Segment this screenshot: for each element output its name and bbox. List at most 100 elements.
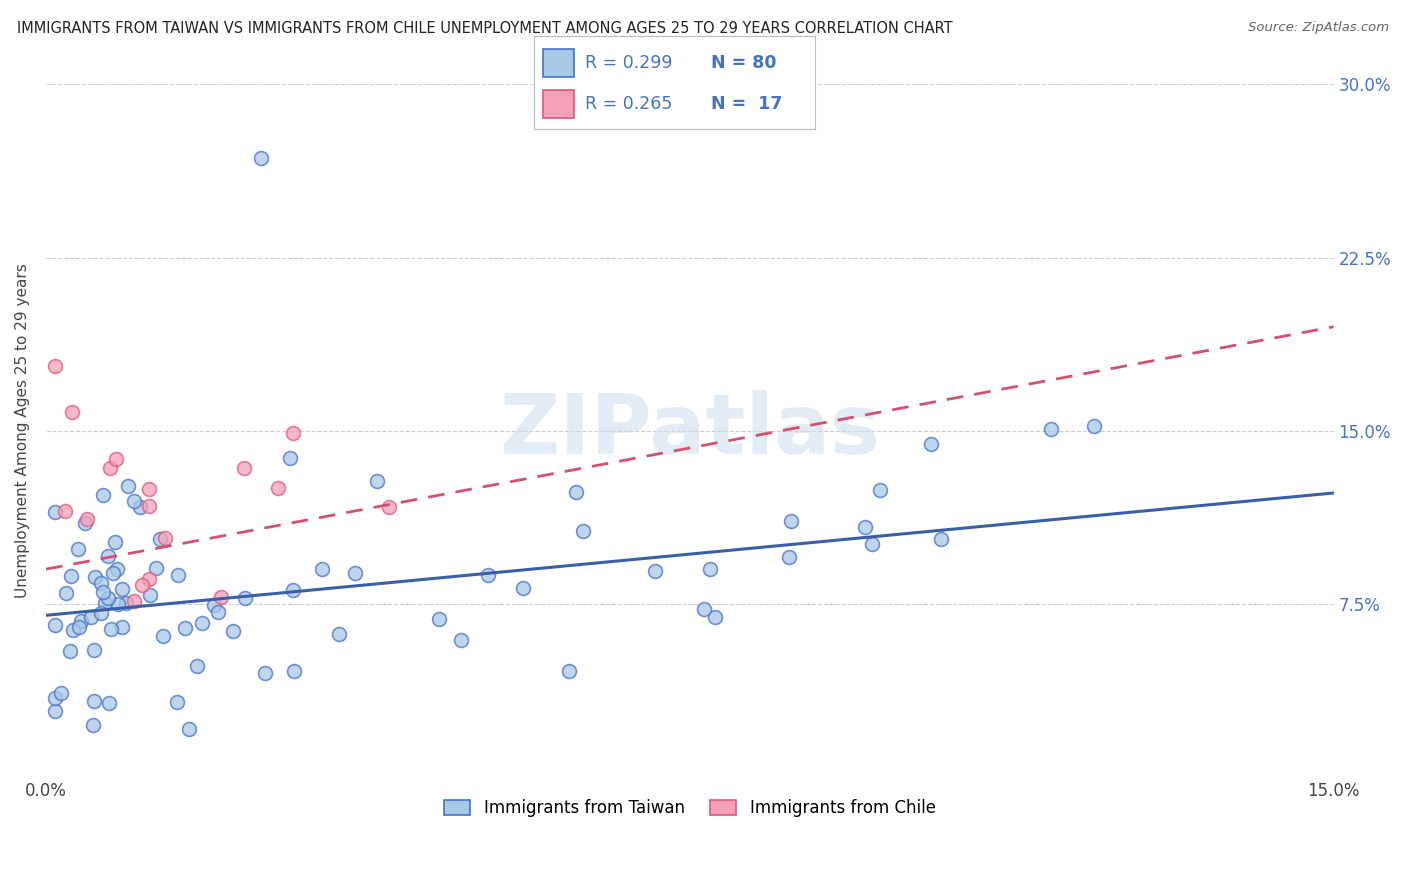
Point [82,718,104,732]
Point [427,612,450,626]
Point [202,598,225,612]
Point [780,514,803,528]
Point [105,452,128,467]
Point [266,481,288,495]
Point [62,624,84,638]
Point [76,512,98,526]
Point [97,591,120,605]
Point [207,605,229,619]
Point [1083,418,1105,433]
Text: Source: ZipAtlas.com: Source: ZipAtlas.com [1249,21,1389,34]
Point [138,572,160,586]
Point [129,500,152,514]
Point [167,567,190,582]
Point [90,576,112,591]
Point [67,541,90,556]
Point [211,591,233,605]
Point [249,151,271,165]
Legend: Immigrants from Taiwan, Immigrants from Chile: Immigrants from Taiwan, Immigrants from … [437,793,942,824]
Point [149,533,172,547]
Point [572,524,595,539]
Point [60,405,83,419]
Point [693,602,716,616]
Text: N = 80: N = 80 [711,54,778,72]
Point [97,549,120,564]
Point [920,437,942,451]
Point [98,696,121,710]
Text: R = 0.299: R = 0.299 [585,54,672,72]
Point [117,479,139,493]
Point [644,564,666,578]
Point [699,562,721,576]
Point [929,532,952,546]
Point [145,560,167,574]
Point [138,482,160,496]
Point [174,621,197,635]
Point [191,615,214,630]
Point [512,581,534,595]
Point [311,562,333,576]
Point [281,582,304,597]
Point [138,588,160,602]
Point [80,610,103,624]
Point [233,591,256,605]
Text: R = 0.265: R = 0.265 [585,95,672,113]
Point [83,694,105,708]
Point [131,578,153,592]
Point [58,644,80,658]
Point [222,624,245,639]
Point [869,483,891,497]
Point [450,632,472,647]
Point [328,627,350,641]
Point [114,596,136,610]
Point [703,609,725,624]
Point [67,619,90,633]
Point [44,505,66,519]
Point [91,488,114,502]
Point [55,586,77,600]
Point [53,503,76,517]
Point [477,567,499,582]
Point [366,475,388,489]
Point [283,665,305,679]
Text: N =  17: N = 17 [711,95,783,113]
Point [49,686,72,700]
Point [152,629,174,643]
Point [378,500,401,514]
Y-axis label: Unemployment Among Ages 25 to 29 years: Unemployment Among Ages 25 to 29 years [15,263,30,598]
Point [44,690,66,705]
Point [111,582,134,596]
Point [83,642,105,657]
Point [186,659,208,673]
Point [177,723,200,737]
Point [343,566,366,580]
Point [138,499,160,513]
Point [101,566,124,581]
Point [122,493,145,508]
Point [166,695,188,709]
FancyBboxPatch shape [543,90,574,118]
Point [105,562,128,576]
Point [59,569,82,583]
Point [107,597,129,611]
Point [100,460,122,475]
Point [155,531,177,545]
Point [73,516,96,530]
Text: IMMIGRANTS FROM TAIWAN VS IMMIGRANTS FROM CHILE UNEMPLOYMENT AMONG AGES 25 TO 29: IMMIGRANTS FROM TAIWAN VS IMMIGRANTS FRO… [17,21,952,36]
Point [860,537,883,551]
Point [278,450,301,465]
Point [111,620,134,634]
Point [44,618,66,632]
Point [232,460,254,475]
Point [1040,422,1063,436]
Point [104,535,127,549]
Point [44,704,66,718]
Point [100,622,122,636]
Point [91,584,114,599]
Point [70,615,93,629]
FancyBboxPatch shape [543,49,574,77]
Point [122,594,145,608]
Point [254,665,277,680]
Point [558,665,581,679]
Point [94,596,117,610]
